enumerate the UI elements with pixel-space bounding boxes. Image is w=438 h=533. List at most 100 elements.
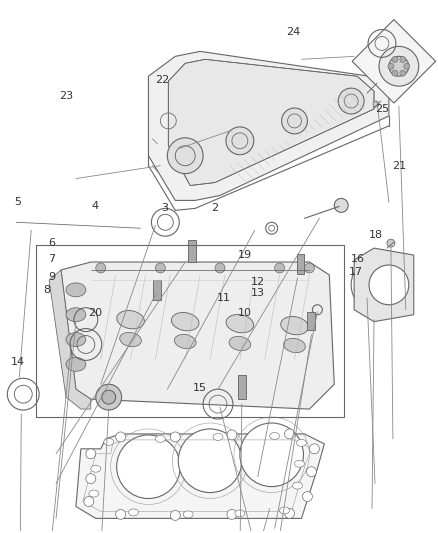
Ellipse shape (120, 333, 141, 346)
Ellipse shape (294, 461, 304, 467)
Circle shape (303, 491, 312, 502)
Text: 2: 2 (211, 203, 218, 213)
Text: 10: 10 (238, 308, 252, 318)
Circle shape (400, 56, 406, 62)
Circle shape (304, 263, 314, 273)
Circle shape (389, 56, 409, 76)
Ellipse shape (117, 311, 145, 329)
Text: 20: 20 (88, 308, 102, 318)
Text: 6: 6 (48, 238, 55, 248)
Ellipse shape (66, 283, 86, 297)
Ellipse shape (66, 358, 86, 372)
Text: 3: 3 (161, 203, 168, 213)
Text: 14: 14 (11, 357, 25, 367)
Circle shape (215, 263, 225, 273)
Circle shape (338, 88, 364, 114)
Polygon shape (354, 248, 414, 321)
Circle shape (170, 432, 180, 442)
Bar (153, 280, 161, 300)
Text: 12: 12 (251, 277, 265, 287)
Text: 23: 23 (60, 91, 74, 101)
Circle shape (307, 467, 316, 477)
Text: 9: 9 (48, 272, 55, 282)
Text: 8: 8 (43, 285, 51, 295)
Text: 21: 21 (392, 161, 406, 171)
Circle shape (379, 46, 419, 86)
Circle shape (117, 435, 180, 498)
Ellipse shape (235, 510, 245, 517)
Text: 4: 4 (92, 200, 99, 211)
Ellipse shape (104, 439, 114, 446)
Text: 15: 15 (192, 383, 206, 393)
Circle shape (116, 432, 126, 442)
Polygon shape (148, 51, 389, 200)
Text: 24: 24 (286, 27, 300, 37)
Bar (238, 375, 246, 399)
Circle shape (167, 138, 203, 174)
Ellipse shape (279, 507, 290, 514)
Ellipse shape (229, 336, 251, 351)
Circle shape (102, 390, 116, 404)
Circle shape (227, 430, 237, 440)
Text: 17: 17 (349, 267, 363, 277)
Ellipse shape (293, 482, 303, 489)
Circle shape (96, 384, 122, 410)
Circle shape (86, 474, 96, 483)
Circle shape (369, 265, 409, 305)
Circle shape (373, 101, 379, 107)
Circle shape (392, 56, 398, 62)
Circle shape (282, 108, 307, 134)
Ellipse shape (174, 334, 196, 349)
Text: 19: 19 (238, 250, 252, 260)
Circle shape (227, 510, 237, 519)
Ellipse shape (66, 333, 86, 346)
Ellipse shape (270, 432, 279, 439)
Bar (307, 312, 315, 329)
Text: 16: 16 (351, 254, 365, 263)
Circle shape (334, 198, 348, 212)
Circle shape (226, 127, 254, 155)
Circle shape (240, 423, 304, 487)
Circle shape (275, 263, 285, 273)
Circle shape (400, 70, 406, 76)
Bar (188, 240, 196, 262)
Polygon shape (168, 59, 374, 185)
Ellipse shape (66, 308, 86, 321)
Text: 13: 13 (251, 288, 265, 298)
Ellipse shape (171, 312, 199, 331)
Ellipse shape (183, 511, 193, 518)
Ellipse shape (89, 490, 99, 497)
Circle shape (86, 449, 96, 459)
Ellipse shape (284, 338, 305, 353)
Circle shape (285, 429, 294, 439)
Ellipse shape (226, 314, 254, 333)
Circle shape (392, 70, 398, 76)
Polygon shape (76, 434, 324, 519)
Ellipse shape (129, 509, 138, 516)
Circle shape (388, 63, 394, 69)
Ellipse shape (91, 465, 101, 472)
Text: 18: 18 (369, 230, 383, 240)
Ellipse shape (213, 433, 223, 440)
Circle shape (116, 510, 126, 519)
Bar (297, 254, 304, 274)
Circle shape (404, 63, 410, 69)
Text: 25: 25 (375, 104, 389, 114)
Ellipse shape (281, 317, 308, 335)
Circle shape (387, 239, 395, 247)
Circle shape (309, 444, 319, 454)
Polygon shape (352, 20, 436, 103)
Polygon shape (49, 270, 91, 409)
Circle shape (96, 263, 106, 273)
Text: 5: 5 (14, 197, 21, 207)
Circle shape (170, 511, 180, 520)
Circle shape (285, 508, 294, 519)
Text: 7: 7 (48, 254, 55, 263)
Circle shape (155, 263, 165, 273)
Ellipse shape (155, 435, 165, 442)
Circle shape (178, 429, 242, 492)
Text: 11: 11 (216, 293, 230, 303)
Polygon shape (61, 262, 334, 409)
Ellipse shape (297, 439, 307, 446)
Circle shape (84, 497, 94, 506)
